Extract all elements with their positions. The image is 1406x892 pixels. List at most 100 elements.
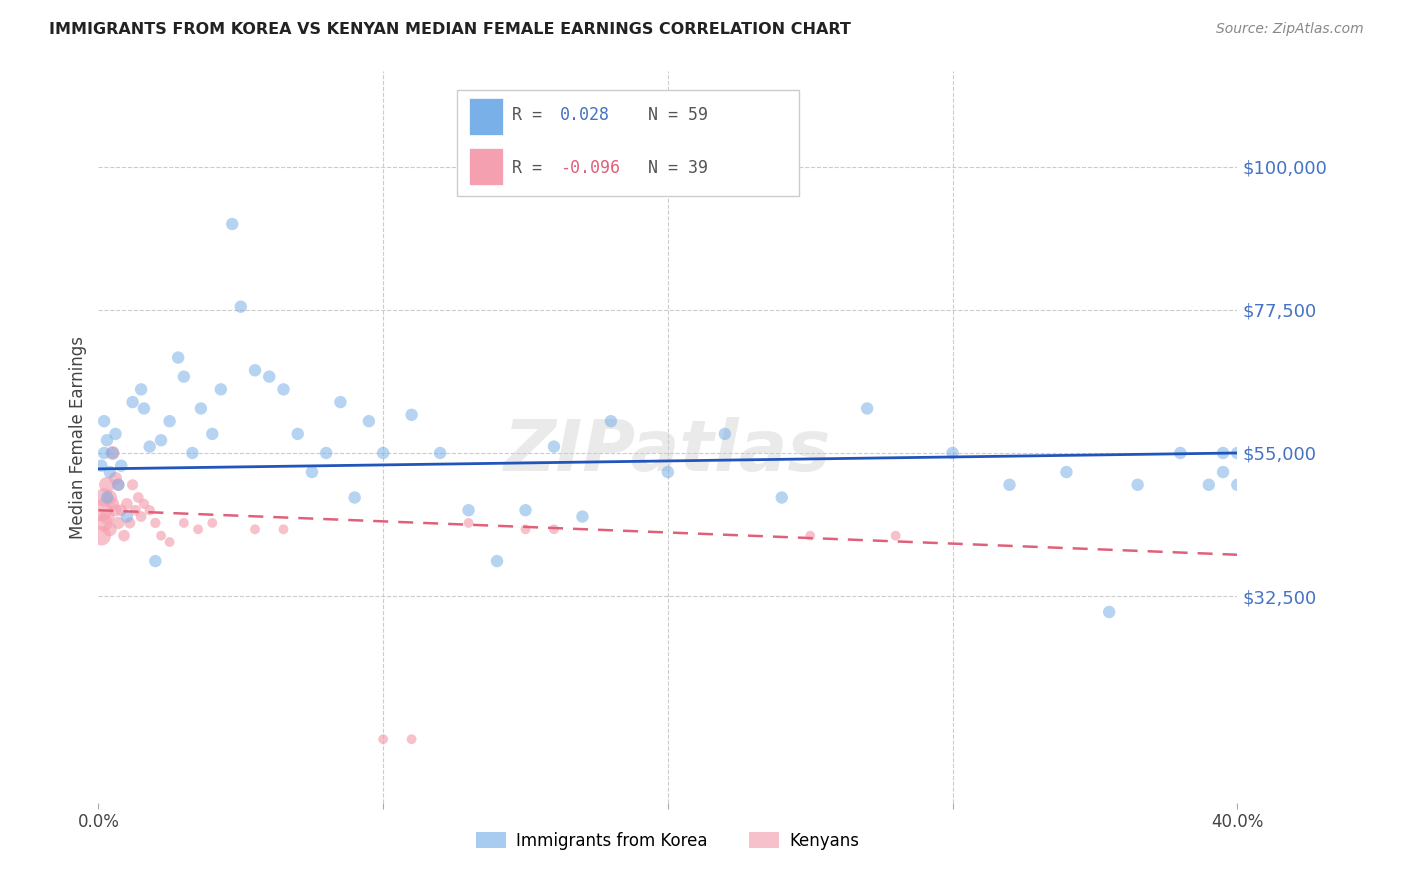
Point bbox=[98, 522, 121, 536]
Point bbox=[129, 509, 152, 524]
Point bbox=[181, 446, 204, 460]
Point bbox=[273, 522, 295, 536]
Point bbox=[96, 434, 118, 448]
Text: N = 59: N = 59 bbox=[628, 106, 709, 124]
Point bbox=[124, 503, 146, 517]
Point bbox=[315, 446, 337, 460]
Point bbox=[101, 446, 124, 460]
Point bbox=[429, 446, 451, 460]
Text: -0.096: -0.096 bbox=[560, 159, 620, 178]
Point bbox=[104, 503, 127, 517]
Text: IMMIGRANTS FROM KOREA VS KENYAN MEDIAN FEMALE EARNINGS CORRELATION CHART: IMMIGRANTS FROM KOREA VS KENYAN MEDIAN F… bbox=[49, 22, 851, 37]
Point bbox=[145, 516, 167, 530]
Point bbox=[187, 522, 209, 536]
Point bbox=[373, 732, 395, 747]
Point bbox=[201, 426, 224, 441]
Y-axis label: Median Female Earnings: Median Female Earnings bbox=[69, 335, 87, 539]
Point bbox=[301, 465, 323, 479]
Point bbox=[799, 529, 821, 543]
Text: Source: ZipAtlas.com: Source: ZipAtlas.com bbox=[1216, 22, 1364, 37]
Point bbox=[138, 503, 160, 517]
Point bbox=[998, 477, 1021, 491]
Point bbox=[770, 491, 793, 505]
Text: R =: R = bbox=[512, 159, 551, 178]
Point bbox=[96, 491, 118, 505]
Point bbox=[96, 509, 118, 524]
Point bbox=[93, 491, 115, 505]
Point bbox=[115, 509, 138, 524]
Point bbox=[457, 516, 479, 530]
Point bbox=[138, 440, 160, 454]
Text: 0.028: 0.028 bbox=[560, 106, 610, 124]
Point bbox=[118, 516, 141, 530]
Point bbox=[150, 434, 173, 448]
Point bbox=[543, 522, 565, 536]
Point bbox=[127, 491, 149, 505]
Point bbox=[159, 414, 181, 428]
FancyBboxPatch shape bbox=[468, 98, 503, 135]
Point bbox=[110, 503, 132, 517]
Point bbox=[90, 503, 112, 517]
Point bbox=[259, 369, 281, 384]
Point bbox=[571, 509, 593, 524]
Point bbox=[93, 446, 115, 460]
FancyBboxPatch shape bbox=[457, 90, 799, 195]
Text: R =: R = bbox=[512, 106, 551, 124]
Point bbox=[107, 477, 129, 491]
Point bbox=[1056, 465, 1078, 479]
Point bbox=[357, 414, 380, 428]
Point bbox=[884, 529, 907, 543]
Point bbox=[1226, 477, 1249, 491]
Point bbox=[209, 383, 232, 397]
Point bbox=[1212, 465, 1234, 479]
Point bbox=[107, 516, 129, 530]
Point bbox=[132, 401, 155, 416]
Point bbox=[167, 351, 190, 365]
Point bbox=[132, 497, 155, 511]
Point bbox=[107, 477, 129, 491]
Point bbox=[856, 401, 879, 416]
Point bbox=[93, 516, 115, 530]
Point bbox=[1198, 477, 1220, 491]
Point bbox=[221, 217, 243, 231]
Point bbox=[401, 732, 423, 747]
Point bbox=[1212, 446, 1234, 460]
Point bbox=[121, 395, 143, 409]
Point bbox=[96, 477, 118, 491]
Point bbox=[145, 554, 167, 568]
Point bbox=[159, 535, 181, 549]
Point bbox=[373, 446, 395, 460]
Point bbox=[1226, 446, 1249, 460]
Point bbox=[101, 497, 124, 511]
Point bbox=[201, 516, 224, 530]
Point bbox=[486, 554, 509, 568]
Point bbox=[112, 529, 135, 543]
Point bbox=[173, 369, 195, 384]
Point bbox=[515, 522, 537, 536]
Point bbox=[243, 522, 266, 536]
FancyBboxPatch shape bbox=[468, 148, 503, 185]
Point bbox=[273, 383, 295, 397]
Point bbox=[657, 465, 679, 479]
Point bbox=[129, 383, 152, 397]
Point bbox=[104, 426, 127, 441]
Point bbox=[98, 491, 121, 505]
Point bbox=[942, 446, 965, 460]
Point bbox=[173, 516, 195, 530]
Point bbox=[343, 491, 366, 505]
Point bbox=[104, 471, 127, 485]
Point bbox=[287, 426, 309, 441]
Point bbox=[90, 458, 112, 473]
Point bbox=[115, 497, 138, 511]
Point bbox=[190, 401, 212, 416]
Point bbox=[401, 408, 423, 422]
Point bbox=[121, 477, 143, 491]
Point bbox=[515, 503, 537, 517]
Point bbox=[1170, 446, 1192, 460]
Point bbox=[1098, 605, 1121, 619]
Point bbox=[98, 465, 121, 479]
Point bbox=[101, 446, 124, 460]
Legend: Immigrants from Korea, Kenyans: Immigrants from Korea, Kenyans bbox=[470, 825, 866, 856]
Point bbox=[543, 440, 565, 454]
Point bbox=[110, 458, 132, 473]
